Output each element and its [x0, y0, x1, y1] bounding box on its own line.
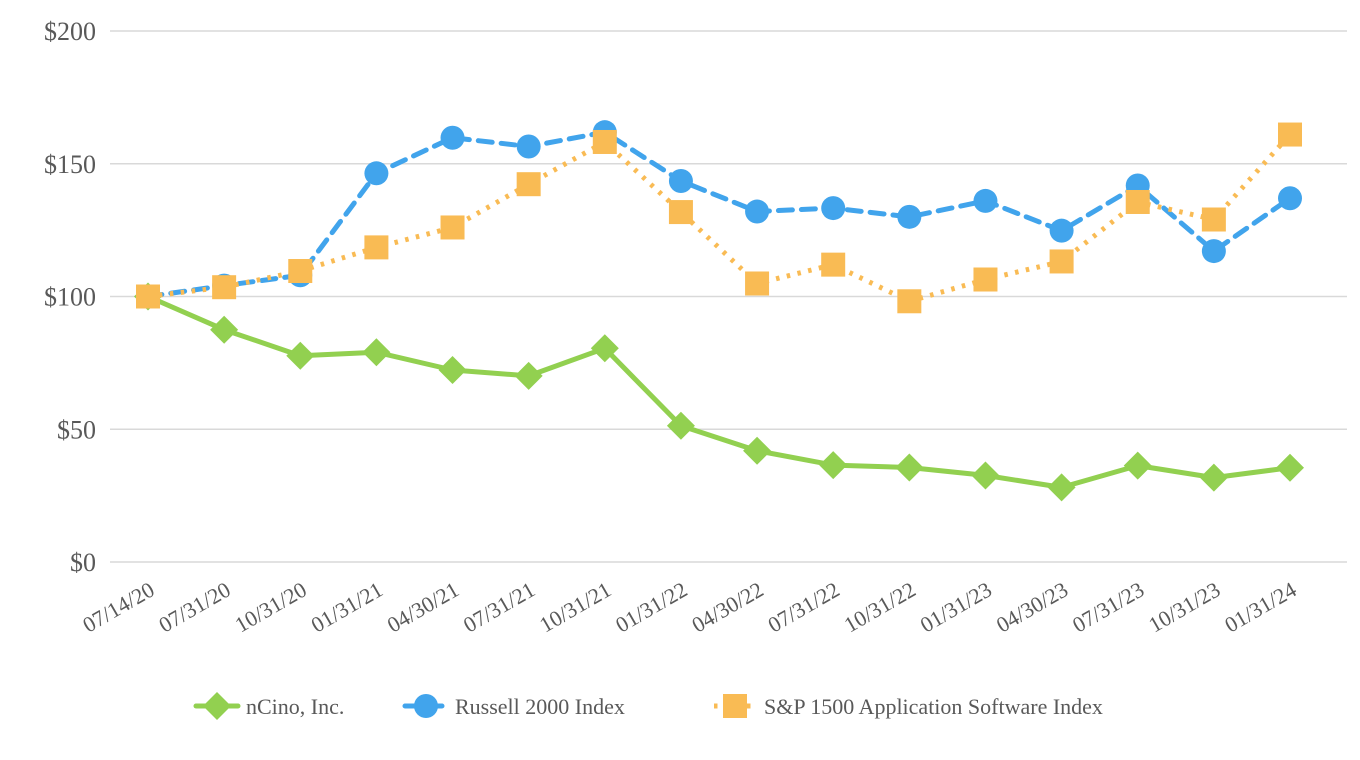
- russell-2000-index-marker: [516, 134, 541, 159]
- series-s-p-1500-application-software-index: [136, 122, 1302, 314]
- s-p-1500-application-software-index-marker: [212, 275, 237, 300]
- russell-2000-index-marker: [897, 204, 922, 229]
- russell-2000-index-marker: [821, 196, 846, 221]
- ncino-inc-marker: [514, 361, 543, 390]
- russell-2000-index-marker: [1278, 186, 1302, 211]
- x-axis-labels: 07/14/2007/31/2010/31/2001/31/2104/30/21…: [78, 577, 1300, 638]
- x-tick-label: 07/31/21: [459, 577, 539, 638]
- gridlines: [110, 30, 1347, 563]
- s-p-1500-application-software-index-marker: [1278, 122, 1302, 147]
- s-p-1500-application-software-index-legend-marker: [723, 694, 747, 718]
- russell-2000-index-marker: [1049, 218, 1074, 243]
- x-tick-label: 07/14/20: [78, 577, 158, 638]
- legend-item-ncino-inc: nCino, Inc.: [193, 692, 344, 720]
- russell-2000-index-marker: [973, 188, 998, 213]
- russell-2000-index-legend-marker: [414, 694, 438, 718]
- s-p-1500-application-software-index-marker: [288, 259, 313, 284]
- x-tick-label: 01/31/22: [611, 577, 691, 638]
- s-p-1500-application-software-index-marker: [364, 235, 389, 260]
- s-p-1500-application-software-index-marker: [973, 267, 998, 292]
- y-axis-labels: $0 $50 $100 $150 $200: [44, 17, 96, 577]
- russell-2000-index-marker: [440, 125, 465, 150]
- legend-item-russell-2000-index: Russell 2000 Index: [402, 694, 625, 719]
- russell-2000-index-marker: [1201, 239, 1226, 264]
- x-tick-label: 01/31/23: [916, 577, 996, 638]
- legend-label: S&P 1500 Application Software Index: [764, 694, 1103, 719]
- x-tick-label: 01/31/21: [307, 577, 387, 638]
- x-tick-label: 10/31/21: [535, 577, 615, 638]
- x-tick-label: 04/30/23: [992, 577, 1072, 638]
- s-p-1500-application-software-index-marker: [745, 271, 770, 296]
- s-p-1500-application-software-index-marker: [1049, 249, 1074, 274]
- y-tick-label: $100: [44, 283, 96, 312]
- s-p-1500-application-software-index-marker: [592, 129, 617, 154]
- x-tick-label: 01/31/24: [1220, 577, 1300, 638]
- s-p-1500-application-software-index-line: [147, 132, 1292, 304]
- s-p-1500-application-software-index-marker: [516, 172, 541, 197]
- y-tick-label: $150: [44, 150, 96, 179]
- russell-2000-index-marker: [668, 169, 693, 194]
- ncino-inc-marker: [743, 436, 772, 465]
- x-tick-label: 07/31/23: [1068, 577, 1148, 638]
- s-p-1500-application-software-index-marker: [1201, 207, 1226, 232]
- s-p-1500-application-software-index-marker: [897, 289, 922, 314]
- x-tick-label: 07/31/20: [154, 577, 234, 638]
- legend: nCino, Inc. Russell 2000 Index S&P 1500 Ap…: [193, 692, 1103, 720]
- ncino-inc-marker: [895, 453, 924, 482]
- x-tick-label: 10/31/20: [231, 577, 311, 638]
- s-p-1500-application-software-index-marker: [668, 200, 693, 225]
- legend-item-s-p-1500-application-software-index: S&P 1500 Application Software Index: [714, 694, 1103, 719]
- ncino-inc-marker: [819, 451, 848, 480]
- ncino-inc-marker: [666, 411, 695, 440]
- ncino-inc-marker: [438, 356, 467, 385]
- ncino-inc-marker: [286, 341, 315, 370]
- s-p-1500-application-software-index-marker: [821, 252, 846, 277]
- russell-2000-index-marker: [745, 199, 770, 224]
- x-tick-label: 04/30/22: [687, 577, 767, 638]
- ncino-inc-marker: [1199, 463, 1228, 492]
- x-tick-label: 07/31/22: [763, 577, 843, 638]
- y-tick-label: $200: [44, 17, 96, 46]
- series-ncino-inc: [134, 282, 1304, 502]
- ncino-inc-marker: [1276, 453, 1304, 482]
- ncino-inc-legend-marker: [203, 692, 231, 720]
- legend-label: Russell 2000 Index: [455, 694, 625, 719]
- ncino-inc-marker: [1047, 473, 1076, 502]
- x-tick-label: 10/31/23: [1144, 577, 1224, 638]
- ncino-inc-line: [145, 294, 1293, 490]
- s-p-1500-application-software-index-marker: [1125, 189, 1150, 214]
- x-tick-label: 04/30/21: [383, 577, 463, 638]
- ncino-inc-marker: [590, 334, 619, 363]
- ncino-inc-marker: [971, 461, 1000, 490]
- s-p-1500-application-software-index-marker: [440, 215, 465, 240]
- russell-2000-index-marker: [364, 161, 389, 186]
- s-p-1500-application-software-index-marker: [136, 284, 160, 309]
- russell-2000-index-line: [145, 129, 1293, 299]
- x-tick-label: 10/31/22: [840, 577, 920, 638]
- ncino-inc-marker: [362, 338, 391, 367]
- ncino-inc-marker: [1123, 451, 1152, 480]
- legend-label: nCino, Inc.: [246, 694, 344, 719]
- ncino-inc-marker: [210, 315, 239, 344]
- y-tick-label: $50: [57, 415, 96, 444]
- y-tick-label: $0: [70, 548, 96, 577]
